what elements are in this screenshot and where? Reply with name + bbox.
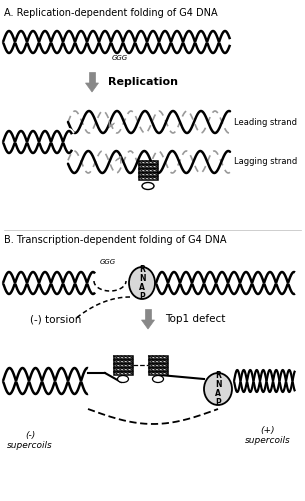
Text: R
N
A
P: R N A P <box>215 371 221 407</box>
Polygon shape <box>138 160 157 163</box>
Polygon shape <box>113 372 132 375</box>
Ellipse shape <box>152 376 163 382</box>
Polygon shape <box>142 320 155 329</box>
Text: (-) torsion: (-) torsion <box>30 314 81 324</box>
Ellipse shape <box>117 376 128 382</box>
Text: R
N
A
P: R N A P <box>139 265 145 301</box>
Text: A. Replication-dependent folding of G4 DNA: A. Replication-dependent folding of G4 D… <box>4 8 218 18</box>
Text: GGG: GGG <box>100 259 116 265</box>
Text: Top1 defect: Top1 defect <box>165 314 225 324</box>
Polygon shape <box>138 164 157 167</box>
Polygon shape <box>138 172 157 175</box>
Text: (-)
supercoils: (-) supercoils <box>7 431 53 450</box>
Ellipse shape <box>142 182 154 189</box>
Polygon shape <box>138 168 157 171</box>
Text: (+)
supercoils: (+) supercoils <box>245 426 291 445</box>
Ellipse shape <box>204 373 232 405</box>
Polygon shape <box>149 356 167 359</box>
Polygon shape <box>138 176 157 179</box>
Polygon shape <box>113 364 132 367</box>
Text: Leading strand: Leading strand <box>234 118 297 126</box>
Polygon shape <box>113 368 132 371</box>
Polygon shape <box>149 368 167 371</box>
Polygon shape <box>145 309 151 320</box>
Text: Lagging strand: Lagging strand <box>234 157 297 166</box>
Polygon shape <box>85 83 99 92</box>
Text: Replication: Replication <box>108 77 178 87</box>
Text: GGG: GGG <box>112 55 128 61</box>
Polygon shape <box>149 364 167 367</box>
Text: B. Transcription-dependent folding of G4 DNA: B. Transcription-dependent folding of G4… <box>4 235 227 245</box>
Ellipse shape <box>129 267 155 299</box>
Polygon shape <box>113 356 132 359</box>
Polygon shape <box>89 72 95 83</box>
Polygon shape <box>149 360 167 363</box>
Polygon shape <box>149 372 167 375</box>
Polygon shape <box>113 360 132 363</box>
